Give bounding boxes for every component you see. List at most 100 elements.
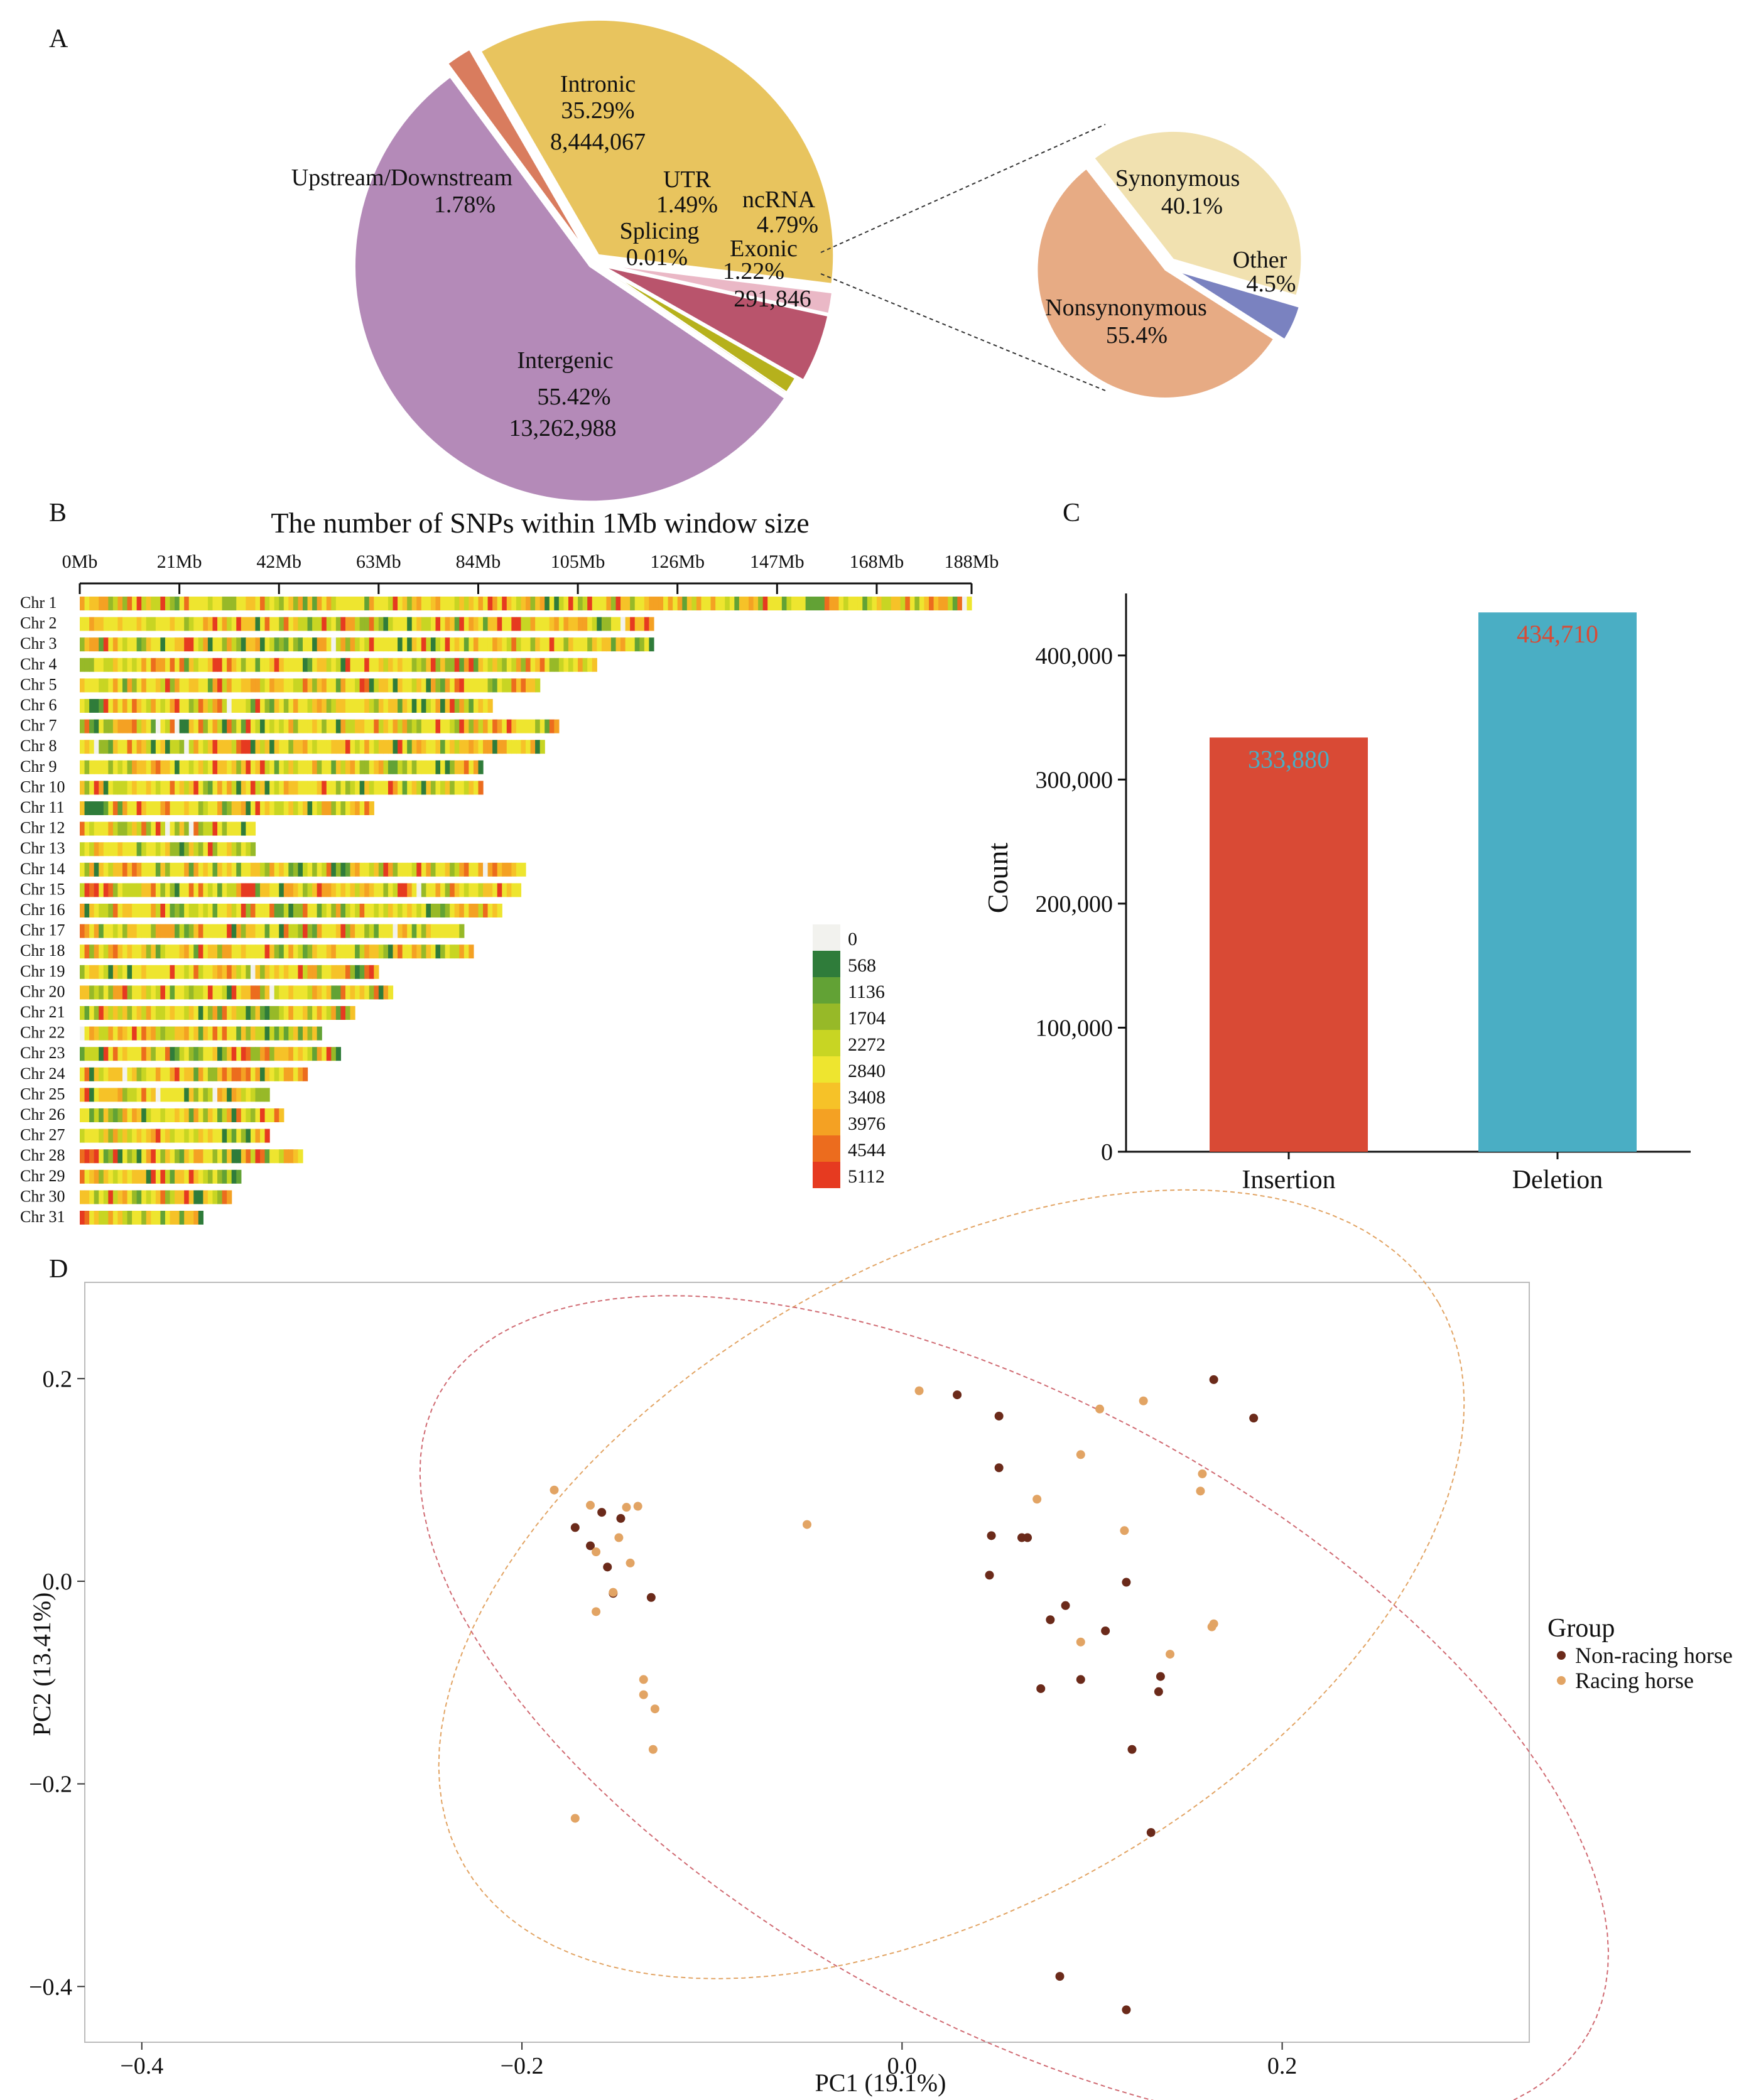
snp-window [307, 678, 313, 693]
snp-window [193, 678, 199, 693]
snp-window [739, 597, 745, 610]
snp-window [398, 597, 403, 610]
snp-window [212, 637, 218, 652]
snp-window [279, 1047, 284, 1061]
point-non-racing [1122, 1578, 1131, 1587]
snp-window [502, 617, 507, 631]
snp-window [445, 924, 450, 938]
snp-window [94, 760, 99, 774]
snp-window [307, 924, 313, 938]
snp-window [141, 719, 147, 733]
snp-window [421, 617, 426, 631]
snp-window [298, 985, 303, 1000]
snp-window [355, 637, 360, 652]
snp-window [136, 1149, 142, 1164]
snp-window [155, 1190, 161, 1204]
snp-window [112, 637, 119, 652]
snp-window [274, 944, 279, 959]
snp-window [207, 1128, 214, 1143]
snp-window [402, 637, 408, 652]
snp-window [193, 637, 199, 652]
snp-window [298, 740, 303, 754]
snp-window [317, 719, 322, 733]
snp-window [127, 801, 133, 815]
snp-window [378, 760, 384, 774]
snp-window [112, 760, 119, 774]
snp-window [236, 1149, 242, 1164]
snp-window [445, 944, 450, 959]
snp-window [620, 637, 626, 652]
snp-window [103, 821, 109, 836]
point-racing [1166, 1650, 1175, 1659]
snp-window [89, 1211, 95, 1225]
snp-window [89, 699, 95, 713]
snp-window [487, 740, 493, 754]
bar-value-label: 333,880 [1248, 745, 1330, 773]
snp-window [407, 597, 413, 610]
snp-window [530, 637, 536, 652]
snp-window [198, 658, 203, 672]
snp-window [217, 617, 223, 631]
snp-window [203, 821, 209, 836]
chrom-label: Chr 3 [20, 634, 57, 652]
point-non-racing [1076, 1675, 1085, 1684]
snp-window [108, 740, 114, 754]
snp-window [421, 862, 426, 877]
snp-window [222, 904, 227, 917]
snp-window [141, 678, 147, 693]
snp-window [355, 678, 360, 693]
snp-window [331, 924, 337, 938]
snp-window [212, 1169, 218, 1184]
snp-window [283, 597, 289, 610]
snp-window [241, 1128, 246, 1143]
snp-window [279, 944, 284, 959]
snp-window [198, 637, 203, 652]
snp-window [279, 1149, 284, 1164]
snp-window [160, 944, 166, 959]
snp-window [155, 924, 161, 938]
snp-window [127, 1088, 133, 1102]
snp-window [288, 924, 294, 938]
snp-window [558, 617, 565, 631]
snp-window [473, 862, 479, 877]
snp-window [241, 985, 246, 1000]
snp-window [511, 617, 517, 631]
snp-window [720, 597, 725, 610]
snp-window [445, 617, 450, 631]
snp-window [587, 658, 593, 672]
snp-window [269, 985, 275, 1000]
snp-window [160, 658, 166, 672]
snp-window [378, 781, 384, 795]
panel-d-ticks: −0.4 −0.2 0.0 0.2−0.4−0.20.00.2 [29, 1366, 1297, 2079]
snp-window [132, 1169, 138, 1184]
snp-window [188, 740, 194, 754]
snp-window [179, 801, 185, 815]
snp-window [193, 1128, 199, 1143]
snp-window [193, 760, 199, 774]
snp-window [369, 904, 374, 917]
snp-window [184, 699, 190, 713]
snp-window [450, 944, 455, 959]
snp-window [430, 740, 436, 754]
snp-window [483, 862, 489, 877]
snp-window [146, 781, 151, 795]
snp-window [269, 1108, 275, 1122]
snp-window [127, 781, 133, 795]
snp-window [193, 1169, 199, 1184]
snp-window [350, 883, 355, 897]
snp-window [521, 658, 526, 672]
snp-window [473, 904, 479, 917]
snp-window [526, 637, 531, 652]
snp-window [269, 617, 275, 631]
snp-window [359, 781, 365, 795]
snp-window [260, 1026, 266, 1041]
snp-window [122, 924, 128, 938]
snp-window [250, 862, 256, 877]
snp-window [506, 597, 512, 610]
snp-window [407, 740, 413, 754]
snp-window [227, 740, 232, 754]
snp-window [227, 1108, 232, 1122]
snp-window [497, 597, 502, 610]
snp-window [222, 1190, 227, 1204]
snp-window [203, 658, 209, 672]
